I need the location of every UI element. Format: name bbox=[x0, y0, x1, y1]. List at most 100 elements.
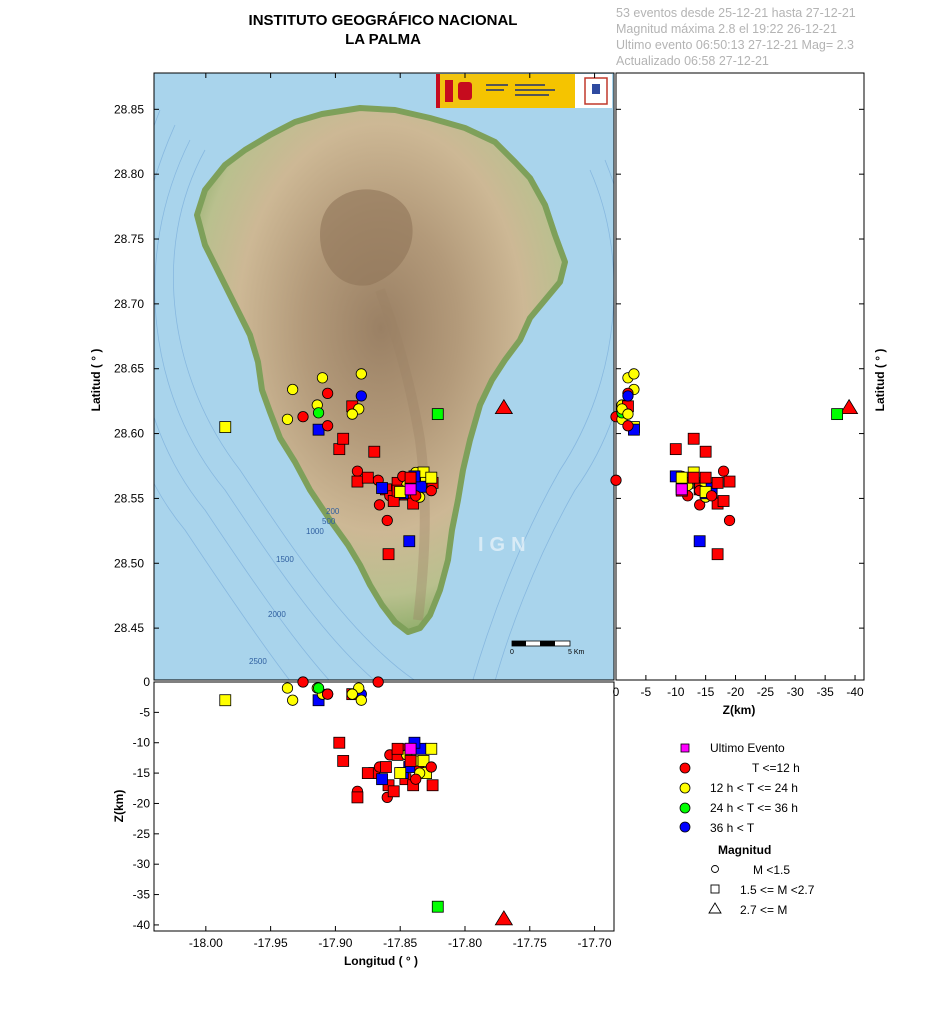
legend: Ultimo Evento T <=12 h 12 h < T <= 24 h … bbox=[679, 741, 815, 917]
legend-label-12to24: 12 h < T <= 24 h bbox=[710, 781, 798, 795]
map-event-marker bbox=[219, 421, 232, 433]
svg-text:2000: 2000 bbox=[268, 610, 286, 619]
map-event-marker bbox=[361, 471, 374, 484]
bottom-y-axis-label: Z(km) bbox=[112, 790, 126, 823]
depth-lon-event-marker bbox=[376, 773, 388, 786]
map-y-axis-label: Latitud ( ° ) bbox=[89, 349, 103, 412]
map-event-marker bbox=[404, 471, 417, 484]
lat-depth-event-marker bbox=[610, 474, 622, 486]
info-line-3: Ultimo evento 06:50:13 27-12-21 Mag= 2.3 bbox=[616, 38, 854, 52]
map-event-marker bbox=[373, 499, 386, 511]
longitude-axis-label: Longitud ( ° ) bbox=[344, 954, 418, 968]
map-event-marker bbox=[351, 475, 364, 488]
ministry-logo bbox=[436, 74, 612, 108]
map-event-markers bbox=[219, 368, 514, 561]
depth-lon-event-marker bbox=[425, 742, 438, 755]
lat-depth-event-marker bbox=[669, 443, 682, 456]
map-event-marker bbox=[287, 383, 299, 396]
lat-tick-label: 28.65 bbox=[114, 362, 144, 376]
depth-lon-event-marker bbox=[387, 785, 400, 798]
lat-depth-event-marker bbox=[687, 471, 700, 484]
map-event-marker bbox=[346, 408, 358, 420]
z-x-axis-label: Z(km) bbox=[723, 703, 756, 717]
axis-ticks: 28.45 28.50 28.55 28.60 28.65 28.70 28.75 28.80… bbox=[114, 73, 864, 950]
info-line-2: Magnitud máxima 2.8 el 19:22 26-12-21 bbox=[616, 22, 837, 36]
depth-lon-event-markers bbox=[219, 676, 514, 926]
map-event-marker bbox=[376, 482, 388, 494]
map-event-marker bbox=[355, 368, 367, 380]
lat-depth-event-marker bbox=[717, 495, 730, 507]
lat-tick-label: 28.70 bbox=[114, 297, 144, 311]
depth-lon-event-marker bbox=[372, 676, 384, 688]
legend-swatch-lt12 bbox=[679, 762, 691, 774]
z-tick-label: -35 bbox=[816, 685, 834, 699]
z-tick-label: -10 bbox=[667, 685, 685, 699]
figure-title: INSTITUTO GEOGRÁFICO NACIONAL bbox=[249, 12, 518, 29]
map-event-marker bbox=[322, 387, 334, 399]
svg-text:5 Km: 5 Km bbox=[568, 649, 585, 656]
legend-swatch-last bbox=[680, 743, 690, 753]
info-line-1: 53 eventos desde 25-12-21 hasta 27-12-21 bbox=[616, 6, 856, 20]
depth-lon-event-marker bbox=[322, 688, 334, 700]
lat-depth-event-marker bbox=[706, 490, 718, 502]
lat-depth-event-marker bbox=[831, 408, 844, 421]
lat-depth-event-marker bbox=[628, 368, 640, 380]
map-event-marker bbox=[404, 483, 417, 496]
map-event-marker bbox=[382, 548, 395, 561]
depth-lon-event-marker bbox=[355, 694, 367, 706]
lon-tick-label: -17.95 bbox=[254, 936, 288, 950]
la-palma-island bbox=[194, 105, 568, 635]
depth-lon-event-marker bbox=[494, 910, 514, 926]
depth-lon-event-marker bbox=[394, 767, 407, 779]
map-event-marker bbox=[431, 408, 444, 421]
map-event-marker bbox=[316, 372, 329, 384]
map-background: 200 500 1000 1500 2000 2500 IGN 0 5 Km bbox=[154, 73, 614, 680]
svg-text:1000: 1000 bbox=[306, 527, 324, 536]
map-event-marker bbox=[403, 535, 416, 548]
lon-tick-label: -17.80 bbox=[448, 936, 482, 950]
contour-labels: 200 500 1000 1500 2000 2500 bbox=[249, 507, 340, 666]
depth-lon-event-marker bbox=[297, 676, 309, 688]
svg-text:0: 0 bbox=[510, 649, 514, 656]
depth-tick-label: -30 bbox=[133, 857, 151, 871]
depth-lon-event-marker bbox=[426, 779, 439, 792]
lat-depth-event-marker bbox=[694, 499, 706, 511]
depth-tick-label: -25 bbox=[133, 827, 151, 841]
map-event-marker bbox=[381, 514, 393, 527]
lat-depth-event-marker bbox=[622, 390, 634, 402]
depth-tick-label: 0 bbox=[143, 675, 150, 689]
depth-lon-event-marker bbox=[431, 900, 444, 913]
map-event-marker bbox=[425, 471, 438, 484]
depth-tick-label: -40 bbox=[133, 918, 151, 932]
depth-lon-event-marker bbox=[346, 688, 358, 700]
legend-swatch-gt36 bbox=[679, 821, 691, 833]
lat-depth-event-marker bbox=[675, 471, 688, 484]
lat-depth-panel-frame bbox=[615, 72, 865, 681]
depth-lon-event-marker bbox=[351, 791, 364, 804]
depth-lon-event-marker bbox=[391, 742, 404, 755]
legend-label-small: M <1.5 bbox=[753, 863, 790, 877]
map-event-marker bbox=[312, 407, 325, 419]
z-tick-label: -20 bbox=[727, 685, 745, 699]
lat-depth-event-marker bbox=[839, 398, 859, 415]
depth-lon-event-marker bbox=[287, 694, 299, 706]
svg-text:500: 500 bbox=[322, 517, 336, 526]
map-event-marker bbox=[368, 445, 381, 458]
legend-label-last: Ultimo Evento bbox=[710, 741, 785, 755]
depth-lon-event-marker bbox=[361, 767, 374, 779]
lat-depth-event-marker bbox=[717, 465, 730, 477]
map-event-marker bbox=[351, 465, 364, 477]
lat-tick-label: 28.45 bbox=[114, 621, 144, 635]
lat-depth-event-marker bbox=[699, 445, 712, 458]
depth-lon-event-marker bbox=[281, 682, 294, 694]
legend-label-large: 2.7 <= M bbox=[740, 903, 787, 917]
lat-depth-event-marker bbox=[675, 483, 688, 496]
depth-tick-label: -15 bbox=[133, 766, 151, 780]
lat-tick-label: 28.80 bbox=[114, 167, 144, 181]
depth-lon-event-marker bbox=[404, 742, 417, 755]
map-event-marker bbox=[337, 432, 350, 445]
lat-depth-event-marker bbox=[687, 432, 700, 445]
lat-depth-event-markers bbox=[610, 368, 859, 561]
figure-subtitle: LA PALMA bbox=[345, 31, 421, 48]
legend-magnitude-title: Magnitud bbox=[718, 843, 771, 857]
